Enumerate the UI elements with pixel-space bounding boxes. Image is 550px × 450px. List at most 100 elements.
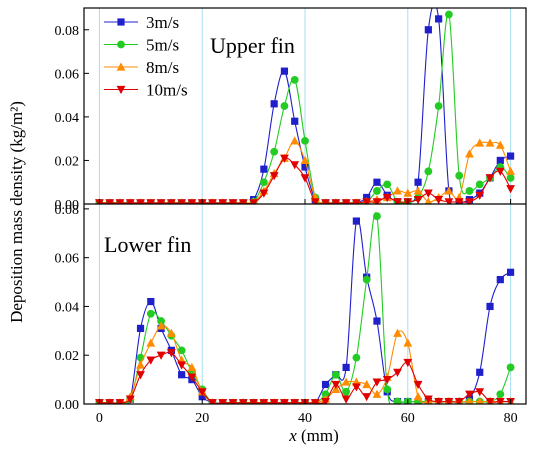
upper-data-point xyxy=(383,180,392,189)
upper-data-point xyxy=(455,171,464,180)
upper-data-point xyxy=(259,189,269,198)
upper-data-point xyxy=(177,199,187,204)
upper-data-point xyxy=(269,172,279,181)
lower-data-point xyxy=(485,397,495,404)
upper-ytick-label: 0.06 xyxy=(55,67,80,82)
upper-data-point xyxy=(413,196,423,204)
upper-data-point xyxy=(280,154,289,163)
lower-data-point xyxy=(383,385,392,394)
xtick-label: 20 xyxy=(195,411,209,426)
lower-data-point xyxy=(187,362,197,372)
legend: 3m/s 5m/s 8m/s 10m/s xyxy=(104,13,188,100)
upper-data-point xyxy=(424,167,433,176)
legend-entry-3m/s: 3m/s xyxy=(104,13,179,32)
lower-data-point xyxy=(373,212,381,221)
lower-data-point xyxy=(147,297,155,306)
upper-data-point xyxy=(280,67,289,75)
lower-data-point xyxy=(218,399,228,404)
lower-data-point xyxy=(475,396,484,404)
upper-data-point xyxy=(166,199,176,204)
upper-data-point xyxy=(506,173,515,182)
upper-series-10m/s xyxy=(95,154,515,204)
lower-data-point xyxy=(157,317,165,325)
lower-data-point xyxy=(156,351,166,360)
lower-data-point xyxy=(372,389,382,398)
lower-data-point xyxy=(197,388,207,397)
lower-data-point xyxy=(373,317,381,325)
upper-data-point xyxy=(435,15,443,23)
upper-data-point xyxy=(506,185,515,194)
lower-data-point xyxy=(413,380,423,390)
lower-data-point xyxy=(506,363,515,372)
upper-data-point xyxy=(249,199,259,204)
legend-entry-10m/s: 10m/s xyxy=(104,81,188,100)
lower-data-point xyxy=(351,383,361,392)
lower-data-point xyxy=(321,390,330,399)
x-axis: 0 20 40 60 80 xyxy=(96,199,518,426)
upper-data-point xyxy=(372,198,382,204)
lower-ytick-label: 0.00 xyxy=(55,398,80,413)
lower-data-point xyxy=(465,396,474,404)
lower-data-point xyxy=(331,370,340,379)
lower-data-point xyxy=(342,363,350,372)
legend-label: 3m/s xyxy=(146,13,179,32)
upper-data-point xyxy=(444,186,454,195)
lower-data-point xyxy=(486,302,494,311)
lower-data-point xyxy=(444,397,454,404)
upper-data-point xyxy=(208,199,217,204)
lower-y-axis: 0.00 0.02 0.04 0.06 0.08 xyxy=(55,203,89,413)
lower-data-point xyxy=(372,378,382,387)
upper-ytick-label: 0.02 xyxy=(55,154,80,169)
upper-data-point xyxy=(238,199,248,204)
lower-data-point xyxy=(506,268,515,276)
upper-ytick-label: 0.08 xyxy=(55,24,80,39)
lower-data-point xyxy=(177,346,186,355)
upper-data-point xyxy=(465,149,474,158)
lower-ytick-label: 0.02 xyxy=(55,349,80,364)
lower-panel: 0.00 0.02 0.04 0.06 0.08 Lower fin xyxy=(55,203,515,413)
lower-data-point xyxy=(423,395,433,404)
lower-data-point xyxy=(321,397,330,404)
lower-panel-annotation: Lower fin xyxy=(104,232,191,257)
lower-data-point xyxy=(125,395,135,404)
upper-data-point xyxy=(301,136,309,145)
lower-data-point xyxy=(393,397,402,404)
upper-data-point xyxy=(341,199,351,204)
upper-data-point xyxy=(218,199,228,204)
upper-data-point xyxy=(393,198,402,204)
upper-data-point xyxy=(270,147,279,156)
upper-data-point xyxy=(373,187,381,195)
lower-data-point xyxy=(331,380,341,390)
upper-data-point xyxy=(300,174,310,183)
lower-data-point xyxy=(342,387,351,396)
lower-data-point xyxy=(228,399,238,404)
lower-data-point xyxy=(321,380,330,389)
lower-ytick-label: 0.08 xyxy=(55,203,80,218)
lower-data-point xyxy=(341,377,351,386)
upper-data-point xyxy=(290,161,300,170)
lower-data-point xyxy=(454,397,464,404)
upper-data-point xyxy=(228,199,238,204)
lower-data-point xyxy=(178,371,186,379)
upper-data-point xyxy=(475,191,485,200)
upper-data-point xyxy=(475,180,484,189)
upper-data-point xyxy=(403,188,413,197)
upper-data-point xyxy=(485,138,495,147)
legend-marker xyxy=(117,18,125,26)
upper-data-point xyxy=(445,10,453,19)
upper-data-point xyxy=(156,199,166,204)
lower-data-point xyxy=(136,360,145,369)
lower-data-point xyxy=(146,309,155,318)
lower-data-point xyxy=(341,395,351,404)
lower-data-point xyxy=(198,393,206,401)
lower-data-point xyxy=(208,399,217,404)
lower-data-point xyxy=(495,397,505,404)
lower-ytick-label: 0.06 xyxy=(55,252,80,267)
lower-data-point xyxy=(280,399,289,404)
legend-marker xyxy=(116,85,126,95)
lower-data-point xyxy=(476,368,484,376)
lower-data-point xyxy=(136,371,145,380)
lower-data-point xyxy=(352,353,361,362)
lower-data-point xyxy=(187,373,197,382)
lower-data-point xyxy=(238,399,248,404)
